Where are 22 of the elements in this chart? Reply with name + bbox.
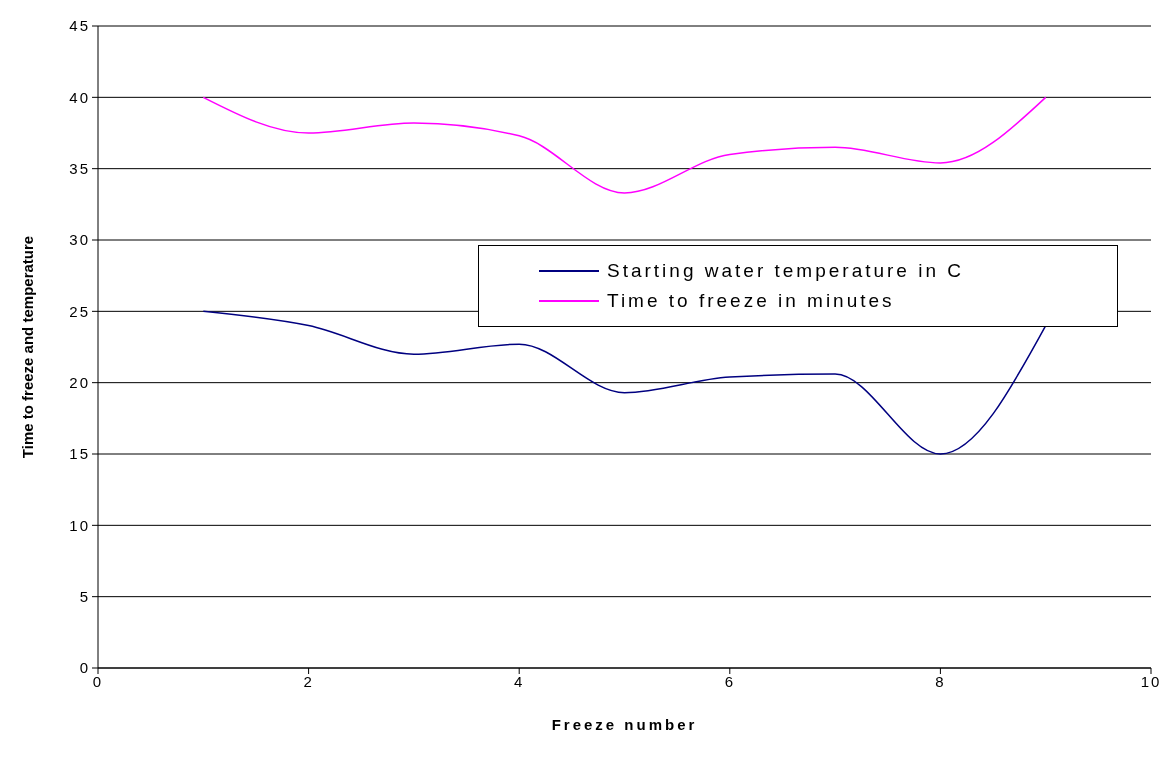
x-tick-label: 10 [1140, 672, 1162, 690]
y-tick-label: 25 [69, 302, 90, 320]
x-axis-title: Freeze number [551, 716, 698, 733]
y-tick-label: 15 [69, 445, 90, 463]
x-tick-label: 0 [92, 672, 104, 690]
x-tick-label: 2 [303, 672, 314, 690]
line-series [202, 96, 1047, 194]
y-tick-label: 5 [79, 587, 90, 605]
y-tick-label: 35 [69, 159, 90, 177]
y-tick-label: 0 [79, 659, 90, 677]
x-tick-label: 6 [724, 672, 735, 690]
y-axis-title: Time to freeze and temperature [19, 235, 37, 459]
line-series [202, 310, 1047, 455]
y-tick-label: 20 [69, 373, 90, 391]
legend-label: Time to freeze in minutes [607, 290, 895, 312]
y-tick-label: 30 [69, 231, 90, 249]
x-tick-label: 8 [935, 672, 946, 690]
y-tick-label: 45 [69, 17, 90, 35]
x-tick-label: 4 [514, 672, 525, 690]
y-tick-label: 10 [69, 516, 90, 534]
legend-label: Starting water temperature in C [607, 260, 965, 282]
y-tick-label: 40 [69, 88, 90, 106]
